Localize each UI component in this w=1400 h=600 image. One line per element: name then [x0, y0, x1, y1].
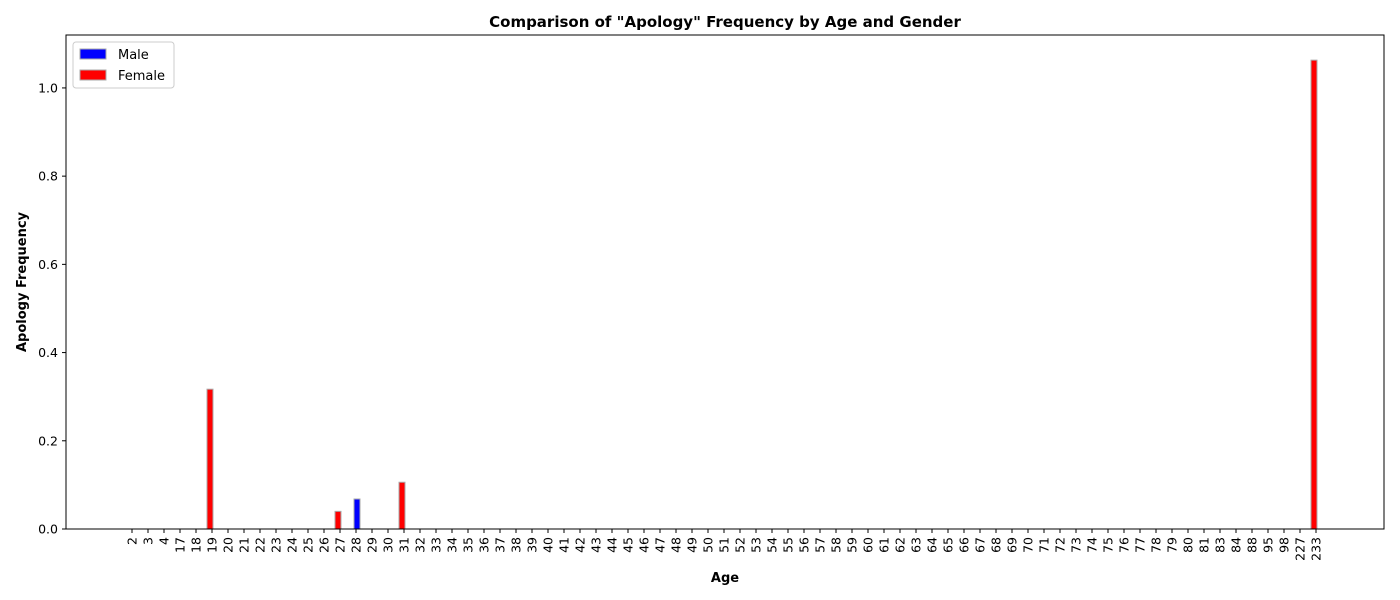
- x-tick-label: 71: [1037, 537, 1052, 553]
- x-tick-label: 227: [1293, 537, 1308, 561]
- x-tick-label: 26: [317, 537, 332, 553]
- x-tick-label: 81: [1197, 537, 1212, 553]
- x-tick-label: 54: [765, 537, 780, 553]
- y-tick-label: 0.4: [38, 345, 58, 360]
- x-tick-label: 18: [189, 537, 204, 553]
- y-tick-label: 0.0: [38, 522, 58, 537]
- x-tick-label: 70: [1021, 537, 1036, 553]
- y-tick-label: 0.6: [38, 257, 58, 272]
- x-tick-label: 51: [717, 537, 732, 553]
- x-tick-label: 22: [253, 537, 268, 553]
- x-tick-label: 47: [653, 537, 668, 553]
- legend-swatch-male: [79, 48, 107, 60]
- legend-swatch-female: [79, 69, 107, 81]
- x-tick-label: 36: [477, 537, 492, 553]
- x-tick-label: 19: [205, 537, 220, 553]
- y-tick-label: 0.8: [38, 169, 58, 184]
- x-tick-label: 3: [141, 537, 156, 545]
- x-tick-label: 83: [1213, 537, 1228, 553]
- y-axis: 0.0 0.2 0.4 0.6 0.8 1.0: [38, 80, 66, 537]
- x-tick-label: 4: [157, 537, 172, 545]
- x-tick-label: 65: [941, 537, 956, 553]
- x-tick-label: 2: [125, 537, 140, 545]
- x-tick-label: 233: [1309, 537, 1324, 561]
- x-tick-label: 56: [797, 537, 812, 553]
- x-tick-label: 66: [957, 537, 972, 553]
- x-tick-label: 49: [685, 537, 700, 553]
- x-tick-label: 58: [829, 537, 844, 553]
- legend: Male Female: [72, 41, 175, 89]
- x-tick-label: 64: [925, 537, 940, 553]
- x-tick-label: 27: [333, 537, 348, 553]
- x-axis: 2 3 4 17 18 19 20 21 22 23 24 25 26 27 28 29 30 31 32 33 34 3…: [125, 529, 1324, 561]
- x-tick-label: 33: [429, 537, 444, 553]
- x-tick-label: 34: [445, 537, 460, 553]
- x-tick-label: 73: [1069, 537, 1084, 553]
- x-tick-label: 37: [493, 537, 508, 553]
- x-tick-label: 88: [1245, 537, 1260, 553]
- y-axis-title: Apology Frequency: [15, 211, 30, 352]
- x-tick-label: 35: [461, 537, 476, 553]
- plot-frame: [65, 34, 1385, 530]
- legend-label-male: Male: [118, 48, 149, 63]
- x-tick-label: 23: [269, 537, 284, 553]
- x-tick-label: 42: [573, 537, 588, 553]
- x-tick-label: 59: [845, 537, 860, 553]
- y-tick-label: 1.0: [38, 80, 58, 95]
- x-tick-label: 45: [621, 537, 636, 553]
- x-tick-label: 17: [173, 537, 188, 553]
- x-tick-label: 25: [301, 537, 316, 553]
- x-tick-label: 32: [413, 537, 428, 553]
- bar-female-31: [398, 481, 406, 530]
- bar-female-19: [206, 388, 214, 530]
- x-tick-label: 84: [1229, 537, 1244, 553]
- y-tick-label: 0.2: [38, 433, 58, 448]
- x-tick-label: 69: [1005, 537, 1020, 553]
- x-tick-label: 55: [781, 537, 796, 553]
- x-tick-label: 44: [605, 537, 620, 553]
- bar-female-233: [1310, 59, 1318, 530]
- x-tick-label: 95: [1261, 537, 1276, 553]
- bar-female-27: [334, 510, 342, 530]
- x-tick-label: 41: [557, 537, 572, 553]
- x-tick-label: 80: [1181, 537, 1196, 553]
- x-tick-label: 62: [893, 537, 908, 553]
- x-tick-label: 52: [733, 537, 748, 553]
- x-tick-label: 61: [877, 537, 892, 553]
- x-tick-label: 31: [397, 537, 412, 553]
- x-tick-label: 78: [1149, 537, 1164, 553]
- x-tick-label: 98: [1277, 537, 1292, 553]
- x-tick-label: 38: [509, 537, 524, 553]
- x-tick-label: 63: [909, 537, 924, 553]
- x-tick-label: 40: [541, 537, 556, 553]
- x-tick-label: 39: [525, 537, 540, 553]
- chart-title: Comparison of "Apology" Frequency by Age…: [489, 13, 961, 31]
- x-tick-label: 21: [237, 537, 252, 553]
- bars-group: [206, 59, 1318, 530]
- x-tick-label: 20: [221, 537, 236, 553]
- x-tick-label: 75: [1101, 537, 1116, 553]
- x-tick-label: 68: [989, 537, 1004, 553]
- x-axis-title: Age: [711, 571, 739, 586]
- x-tick-label: 57: [813, 537, 828, 553]
- x-tick-label: 30: [381, 537, 396, 553]
- x-tick-label: 76: [1117, 537, 1132, 553]
- x-tick-label: 77: [1133, 537, 1148, 553]
- x-tick-label: 29: [365, 537, 380, 553]
- x-tick-label: 24: [285, 537, 300, 553]
- x-tick-label: 28: [349, 537, 364, 553]
- x-tick-label: 60: [861, 537, 876, 553]
- x-tick-label: 43: [589, 537, 604, 553]
- x-tick-label: 72: [1053, 537, 1068, 553]
- x-tick-label: 50: [701, 537, 716, 553]
- x-tick-label: 53: [749, 537, 764, 553]
- x-tick-label: 67: [973, 537, 988, 553]
- x-tick-label: 48: [669, 537, 684, 553]
- x-tick-label: 46: [637, 537, 652, 553]
- x-tick-label: 74: [1085, 537, 1100, 553]
- legend-label-female: Female: [118, 69, 165, 84]
- bar-male-28: [353, 498, 361, 530]
- x-tick-label: 79: [1165, 537, 1180, 553]
